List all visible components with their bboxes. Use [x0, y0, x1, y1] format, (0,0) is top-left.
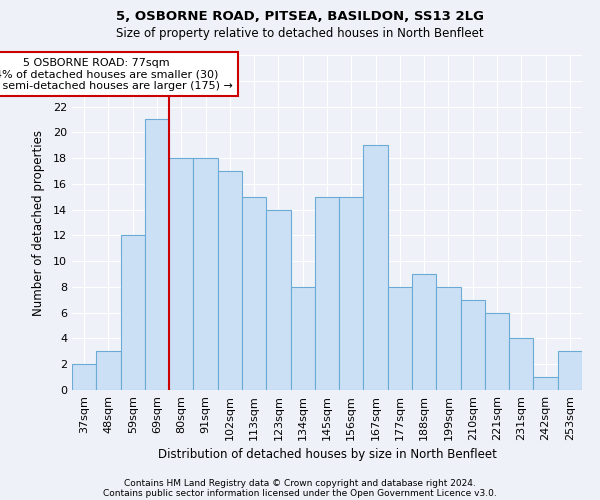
Bar	[461, 300, 485, 390]
Bar	[388, 287, 412, 390]
X-axis label: Distribution of detached houses by size in North Benfleet: Distribution of detached houses by size …	[158, 448, 496, 462]
Text: Contains public sector information licensed under the Open Government Licence v3: Contains public sector information licen…	[103, 488, 497, 498]
Bar	[218, 171, 242, 390]
Text: 5, OSBORNE ROAD, PITSEA, BASILDON, SS13 2LG: 5, OSBORNE ROAD, PITSEA, BASILDON, SS13 …	[116, 10, 484, 23]
Bar	[169, 158, 193, 390]
Y-axis label: Number of detached properties: Number of detached properties	[32, 130, 44, 316]
Text: Contains HM Land Registry data © Crown copyright and database right 2024.: Contains HM Land Registry data © Crown c…	[124, 478, 476, 488]
Bar	[121, 236, 145, 390]
Bar	[533, 377, 558, 390]
Bar	[364, 145, 388, 390]
Bar	[315, 196, 339, 390]
Text: Size of property relative to detached houses in North Benfleet: Size of property relative to detached ho…	[116, 28, 484, 40]
Bar	[339, 196, 364, 390]
Bar	[558, 352, 582, 390]
Bar	[242, 196, 266, 390]
Bar	[485, 312, 509, 390]
Bar	[290, 287, 315, 390]
Bar	[436, 287, 461, 390]
Bar	[412, 274, 436, 390]
Bar	[509, 338, 533, 390]
Bar	[266, 210, 290, 390]
Bar	[193, 158, 218, 390]
Bar	[96, 352, 121, 390]
Bar	[72, 364, 96, 390]
Bar	[145, 120, 169, 390]
Text: 5 OSBORNE ROAD: 77sqm
← 14% of detached houses are smaller (30)
85% of semi-deta: 5 OSBORNE ROAD: 77sqm ← 14% of detached …	[0, 58, 233, 91]
